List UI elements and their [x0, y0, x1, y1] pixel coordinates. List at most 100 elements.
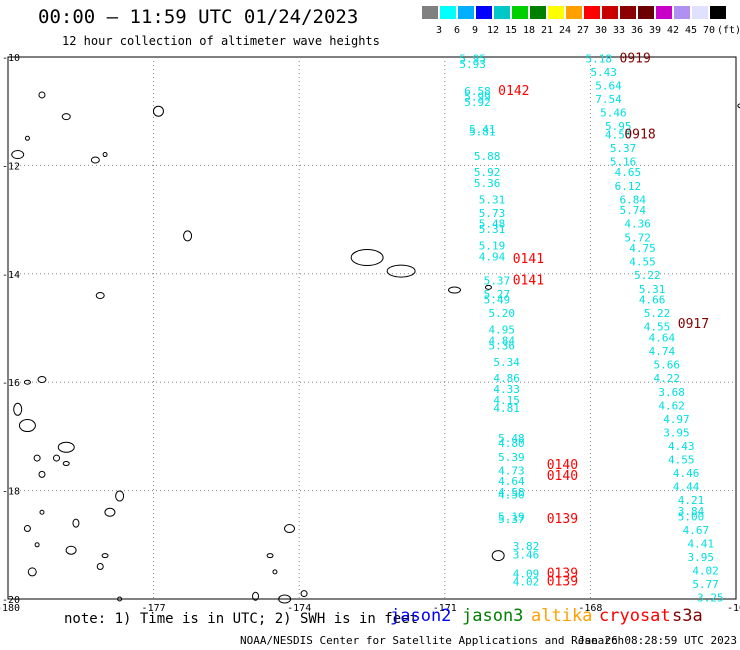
wave-height-value: 4.75 [629, 242, 656, 255]
legend-swatch [692, 6, 708, 19]
island-outline [13, 402, 23, 416]
wave-height-value: 4.64 [649, 332, 676, 345]
legend-swatch [638, 6, 654, 19]
wave-height-value: 6.12 [615, 180, 642, 193]
island-outline [38, 91, 46, 99]
wave-height-value: 4.15 [493, 394, 520, 407]
wave-height-value: 5.95 [605, 120, 632, 133]
wave-height-value: 4.86 [493, 372, 520, 385]
wave-height-value: 5.36 [488, 340, 514, 353]
legend-swatch [548, 6, 564, 19]
legend-label: 12 [486, 25, 500, 36]
lon-tick-label: -177 [142, 603, 166, 614]
pass-label: 0139 [547, 574, 578, 589]
wave-height-value: 5.19 [479, 239, 506, 252]
wave-height-value: 4.33 [493, 383, 520, 396]
wave-height-value: 4.94 [479, 250, 506, 263]
island-outline [18, 419, 36, 433]
wave-height-value: 4.46 [673, 467, 700, 480]
wave-height-value: 5.20 [488, 307, 514, 320]
wave-height-value: 4.44 [673, 481, 700, 494]
wave-height-value: 5.92 [474, 166, 501, 179]
legend-swatch [512, 6, 528, 19]
satellite-name: s3a [672, 606, 703, 626]
island-outline [24, 135, 30, 141]
wave-height-value: 5.49 [484, 294, 511, 307]
note-text: note: 1) Time is in UTC; 2) SWH is in fe… [64, 611, 419, 627]
pass-label: 0918 [624, 127, 655, 142]
island-outline [117, 596, 123, 602]
legend-label: 70 [702, 25, 716, 36]
island-outline [350, 249, 384, 267]
island-outline [90, 156, 100, 164]
island-outline [11, 150, 25, 160]
wave-height-value: 5.00 [678, 510, 705, 523]
wave-height-value: 5.99 [464, 90, 491, 103]
wave-height-value: 4.36 [624, 218, 651, 231]
wave-height-value: 3.25 [697, 592, 724, 605]
pass-label: 0141 [513, 274, 544, 289]
island-outline [102, 152, 108, 158]
wave-height-value: 4.74 [649, 345, 676, 358]
island-outline [491, 550, 505, 562]
legend-label: 3 [435, 25, 443, 36]
wave-height-value: 3.95 [663, 426, 690, 439]
island-outline [72, 518, 80, 528]
satellite-name: altika [531, 606, 593, 626]
island-outline [27, 567, 37, 577]
island-outline [448, 286, 462, 294]
wave-height-value: 4.97 [663, 413, 690, 426]
lat-tick-label: -18 [2, 487, 20, 498]
wave-height-value: 4.43 [668, 440, 695, 453]
wave-height-value: 3.68 [658, 386, 685, 399]
island-outline [38, 470, 46, 478]
wave-height-value: 5.27 [484, 288, 511, 301]
island-outline [737, 103, 740, 109]
island-outline [23, 379, 31, 385]
wave-height-value: 5.39 [498, 451, 524, 464]
wave-height-value: 5.34 [493, 356, 520, 369]
wave-height-value: 5.64 [595, 80, 622, 93]
legend-label: 27 [576, 25, 590, 36]
wave-height-value: 5.37 [610, 142, 637, 155]
wave-height-value: 4.55 [668, 454, 695, 467]
legend-swatch [620, 6, 636, 19]
wave-height-value: 5.66 [653, 359, 680, 372]
wave-height-value: 5.22 [634, 269, 661, 282]
lon-tick-label: -168 [578, 603, 602, 614]
lon-tick-label: -16 [727, 603, 740, 614]
legend-label: 30 [594, 25, 608, 36]
legend-swatch [494, 6, 510, 19]
pass-label: 0140 [547, 458, 578, 473]
legend-label: 24 [558, 25, 572, 36]
wave-height-value: 6.84 [620, 193, 647, 206]
wave-height-value: 5.92 [464, 96, 491, 109]
legend-swatch [656, 6, 672, 19]
legend-swatch [584, 6, 600, 19]
wave-height-value: 4.95 [488, 323, 514, 336]
legend-swatch [710, 6, 726, 19]
wave-height-value: 4.21 [678, 494, 705, 507]
wave-height-value: 5.88 [474, 150, 501, 163]
legend-swatch [476, 6, 492, 19]
island-outline [386, 264, 416, 278]
legend-swatch [530, 6, 546, 19]
wave-height-value: 5.81 [469, 126, 496, 139]
island-outline [23, 525, 31, 533]
wave-height-value: 5.22 [644, 307, 671, 320]
island-outline [104, 507, 116, 517]
wave-height-value: 5.18 [586, 52, 613, 65]
legend-swatch [458, 6, 474, 19]
legend-label: 18 [522, 25, 536, 36]
wave-height-value: 5.72 [624, 231, 651, 244]
legend-label: 9 [471, 25, 479, 36]
wave-height-value: 6.58 [464, 85, 491, 98]
island-outline [266, 553, 274, 559]
wave-height-value: 5.37 [484, 275, 511, 288]
island-outline [34, 542, 40, 548]
wave-height-value: 5.31 [479, 193, 506, 206]
island-outline [300, 590, 308, 598]
legend-label: 6 [453, 25, 461, 36]
wave-height-value: 5.48 [498, 432, 524, 445]
wave-height-value: 3.46 [513, 548, 540, 561]
